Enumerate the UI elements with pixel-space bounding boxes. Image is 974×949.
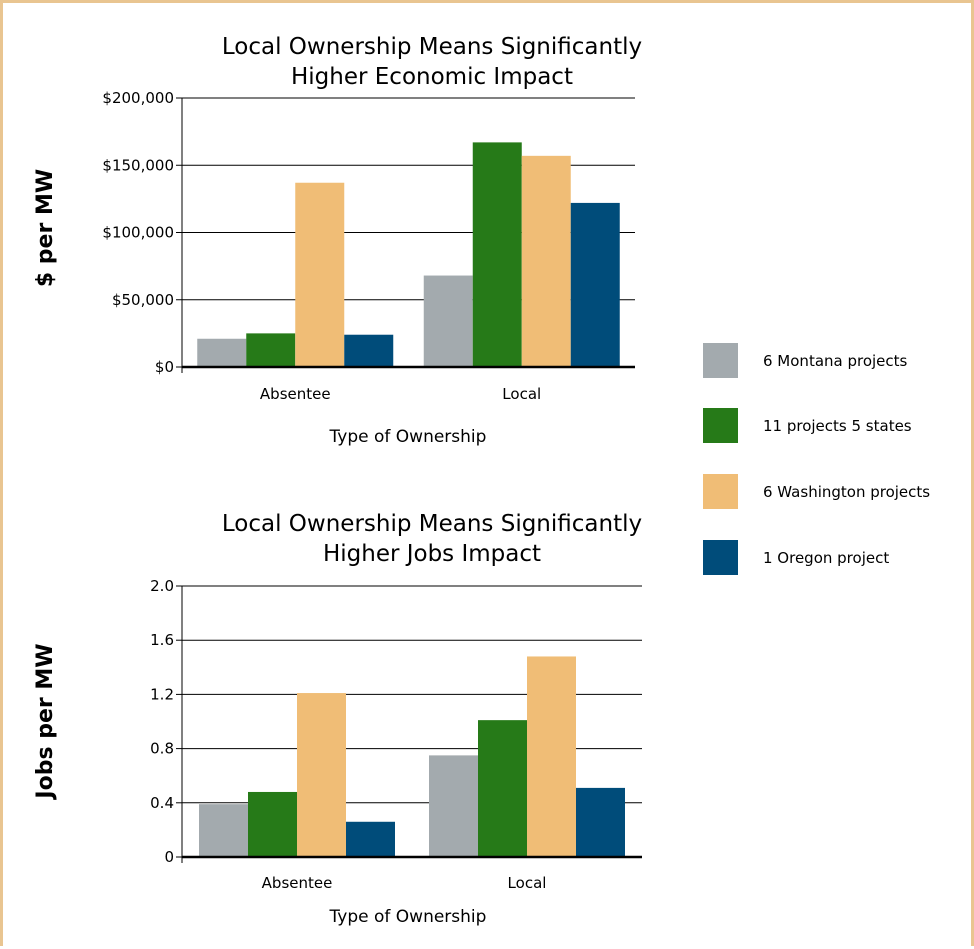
- y-tick-label: $200,000: [102, 89, 174, 107]
- legend: 6 Montana projects 11 projects 5 states 6 …: [703, 343, 930, 575]
- bar: [248, 791, 297, 857]
- y-tick-label: 0.8: [150, 740, 174, 758]
- legend-label: 11 projects 5 states: [763, 417, 912, 435]
- y-tick-label: 0: [164, 848, 174, 866]
- chart1-plot: $0 $50,000 $100,000 $150,000 $200,000 Absente…: [102, 89, 635, 403]
- y-tick-label: $0: [155, 358, 174, 376]
- legend-label: 6 Montana projects: [763, 352, 908, 370]
- chart1-xlabel: Type of Ownership: [329, 427, 487, 447]
- bar: [527, 656, 576, 857]
- legend-label: 1 Oregon project: [763, 549, 889, 567]
- x-tick-label: Local: [508, 874, 547, 892]
- x-tick-label: Absentee: [260, 385, 331, 403]
- legend-swatch: [703, 343, 738, 378]
- chart2-plot: 0 0.4 0.8 1.2 1.6 2.0 Absentee Local: [150, 577, 642, 892]
- bar: [295, 182, 345, 367]
- y-tick-label: $50,000: [112, 291, 174, 309]
- y-tick-label: $150,000: [102, 156, 174, 174]
- bar: [478, 720, 527, 857]
- bar: [570, 202, 620, 367]
- bar: [429, 755, 478, 857]
- y-tick-label: $100,000: [102, 224, 174, 242]
- chart1-title-line1: Local Ownership Means Significantly: [222, 34, 642, 60]
- legend-label: 6 Washington projects: [763, 483, 930, 501]
- legend-swatch: [703, 540, 738, 575]
- bar: [197, 338, 247, 367]
- y-tick-label: 1.2: [150, 685, 174, 703]
- chart2-title-line2: Higher Jobs Impact: [323, 541, 541, 567]
- y-tick-label: 1.6: [150, 631, 174, 649]
- bar: [576, 787, 625, 857]
- bar: [346, 821, 395, 857]
- y-tick-label: 0.4: [150, 794, 174, 812]
- legend-swatch: [703, 474, 738, 509]
- chart1-title-line2: Higher Economic Impact: [291, 64, 573, 90]
- bar: [472, 142, 522, 367]
- bar: [521, 155, 571, 367]
- chart2-xlabel: Type of Ownership: [329, 907, 487, 927]
- chart2-title-line1: Local Ownership Means Significantly: [222, 511, 642, 537]
- chart1-ylabel: $ per MW: [33, 169, 58, 287]
- x-tick-label: Local: [502, 385, 541, 403]
- bar: [344, 334, 394, 367]
- bar: [423, 275, 473, 367]
- chart2-ylabel: Jobs per MW: [33, 643, 58, 800]
- legend-swatch: [703, 408, 738, 443]
- x-tick-label: Absentee: [262, 874, 333, 892]
- y-tick-label: 2.0: [150, 577, 174, 595]
- bar: [199, 804, 248, 857]
- bar: [246, 333, 296, 367]
- bar: [297, 693, 346, 857]
